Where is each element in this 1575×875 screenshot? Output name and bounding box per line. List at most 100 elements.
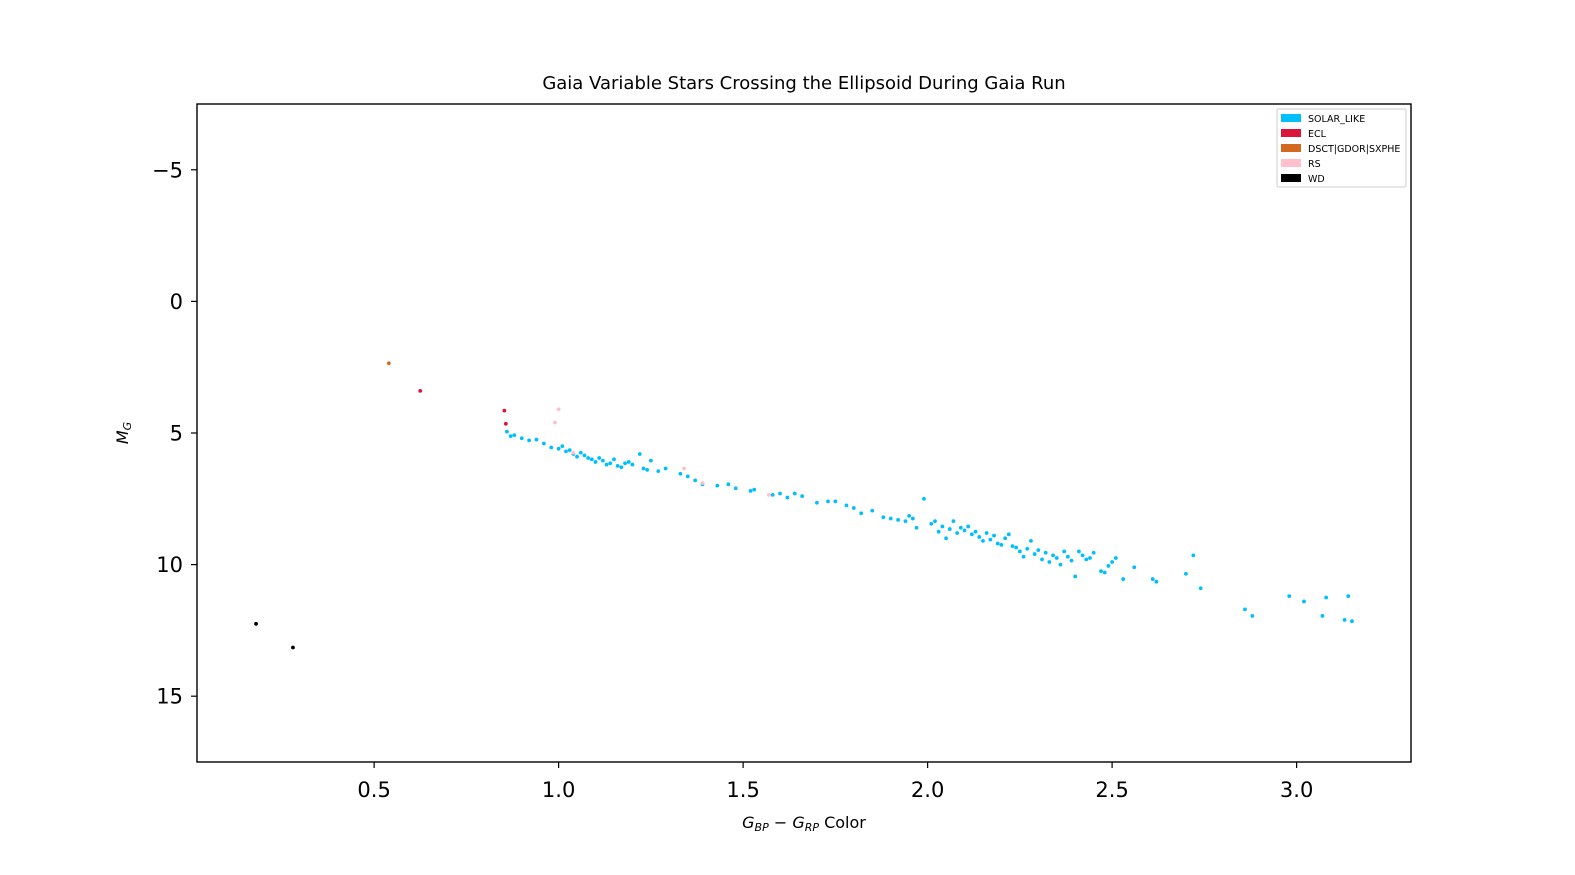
data-point (1029, 539, 1033, 543)
data-point (534, 437, 539, 442)
data-point (833, 499, 838, 504)
data-point (955, 531, 960, 535)
data-point (1058, 562, 1063, 567)
data-point (693, 478, 698, 483)
data-point (881, 515, 886, 520)
data-point (826, 499, 830, 504)
x-tick-label: 1.0 (542, 778, 575, 802)
data-point (1065, 554, 1070, 559)
x-tick-label: 3.0 (1280, 778, 1313, 802)
data-point (933, 519, 937, 524)
data-point (567, 448, 572, 453)
data-point (778, 491, 782, 496)
data-point (1099, 569, 1103, 574)
data-point (560, 444, 565, 449)
legend-swatch (1281, 144, 1301, 152)
data-point (1084, 557, 1089, 562)
data-point (663, 466, 668, 471)
x-axis-label-bp: BP (755, 821, 770, 834)
data-point (1302, 599, 1306, 604)
x-tick-label: 0.5 (357, 778, 390, 802)
legend-swatch (1281, 129, 1301, 137)
series-wd (254, 621, 295, 650)
data-point (715, 483, 720, 488)
data-point (969, 532, 974, 537)
data-point (512, 433, 517, 438)
data-point (502, 408, 507, 413)
x-tick-label: 2.5 (1095, 778, 1128, 802)
data-point (1040, 557, 1044, 562)
data-point (1003, 536, 1007, 541)
y-tick-label: 15 (156, 685, 183, 709)
data-point (951, 519, 956, 524)
data-point (870, 508, 875, 513)
series-solar-like (505, 429, 1354, 624)
x-axis-label-g1: G (742, 813, 754, 832)
data-point (678, 471, 683, 476)
data-point (1006, 532, 1011, 537)
data-point (936, 529, 941, 534)
data-point (685, 474, 690, 479)
data-point (418, 388, 423, 393)
data-point (700, 481, 705, 485)
data-point (564, 449, 568, 454)
data-point (1324, 595, 1329, 600)
data-point (1073, 574, 1078, 579)
data-point (1110, 560, 1115, 564)
chart-title: Gaia Variable Stars Crossing the Ellipso… (542, 73, 1065, 94)
data-point (1080, 553, 1085, 558)
data-point (973, 529, 978, 534)
legend-label: WD (1308, 174, 1325, 185)
data-point (619, 465, 624, 470)
legend-swatch (1281, 159, 1301, 167)
y-tick-label: 0 (170, 290, 183, 314)
data-point (527, 438, 531, 443)
data-point (851, 506, 856, 510)
data-point (637, 452, 642, 456)
data-point (910, 516, 915, 521)
data-point (1069, 558, 1074, 563)
data-point (556, 446, 561, 451)
x-axis-label-suffix: Color (819, 813, 866, 832)
data-point (578, 450, 583, 455)
data-point (999, 542, 1004, 547)
legend-box (1276, 108, 1407, 188)
y-axis-ticks: −5 0 5 10 15 (152, 158, 197, 709)
y-axis-label-m: M (113, 430, 132, 444)
data-point (929, 521, 934, 526)
x-tick-label: 1.5 (726, 778, 759, 802)
legend-label: ECL (1308, 129, 1327, 140)
data-point (508, 434, 513, 439)
data-point (1154, 579, 1159, 584)
data-point (940, 524, 945, 529)
data-point (571, 450, 576, 455)
x-axis-label-minus: − (769, 813, 793, 832)
data-point (586, 456, 591, 460)
data-point (914, 525, 919, 530)
data-point (992, 533, 996, 538)
data-point (1184, 571, 1188, 576)
data-point (645, 467, 650, 472)
data-point (1132, 565, 1137, 570)
data-point (549, 445, 554, 450)
data-point (575, 454, 579, 459)
data-point (785, 495, 790, 500)
data-point (1036, 548, 1041, 553)
data-point (767, 492, 771, 497)
data-point (593, 460, 598, 464)
data-point (1320, 614, 1325, 618)
data-point (962, 528, 967, 533)
data-point (903, 519, 908, 524)
data-point (896, 517, 900, 522)
data-point (1250, 614, 1255, 618)
data-point (792, 491, 797, 496)
data-point (682, 466, 686, 471)
data-point (656, 469, 661, 474)
data-point (589, 457, 594, 462)
scatter-points (254, 361, 1354, 650)
data-point (1243, 607, 1247, 612)
data-point (748, 489, 753, 493)
legend-label: RS (1308, 159, 1321, 170)
legend: SOLAR_LIKE ECL DSCT|GDOR|SXPHE RS WD (1276, 108, 1407, 188)
